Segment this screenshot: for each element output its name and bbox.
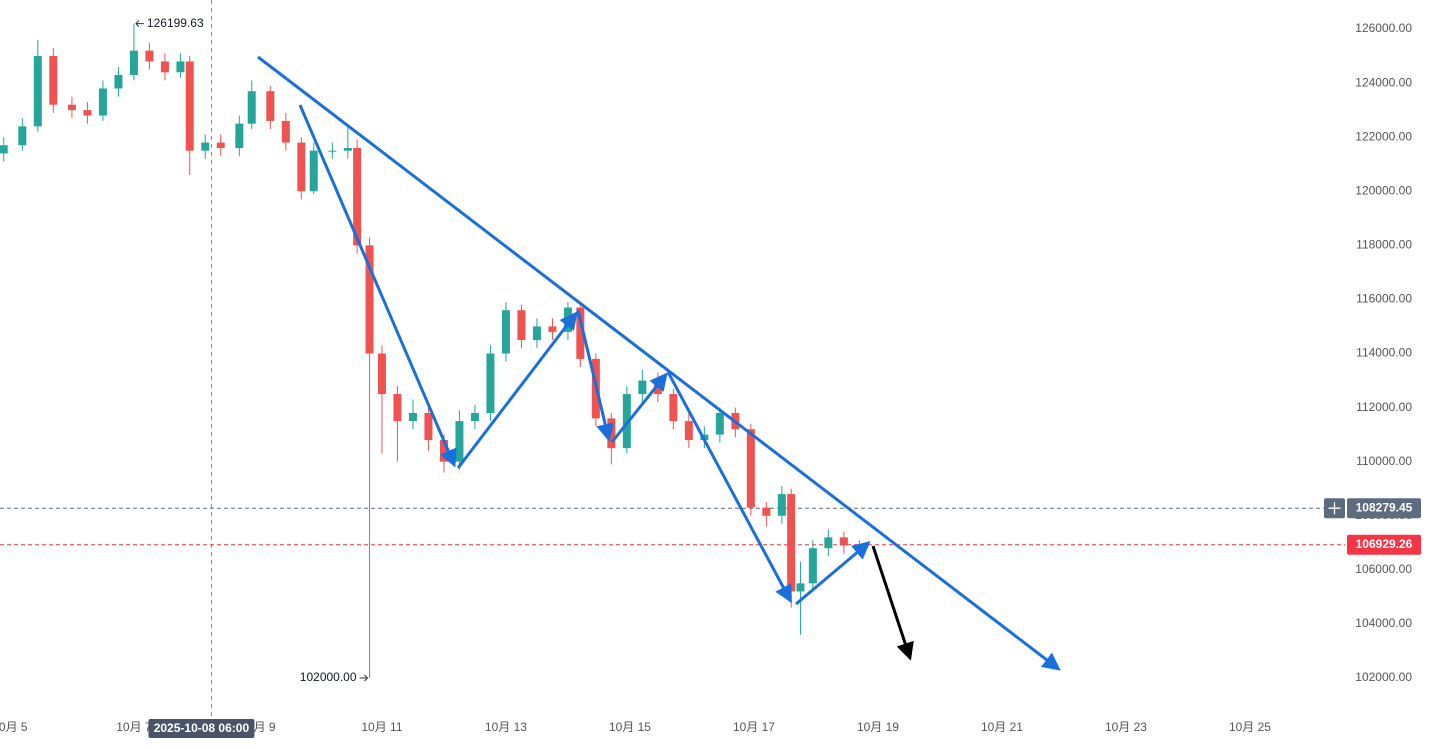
y-tick-label: 116000.00 xyxy=(1356,292,1412,306)
candle-body xyxy=(129,50,138,75)
price-label-bg xyxy=(1347,534,1421,555)
candle-body xyxy=(470,412,479,422)
candle-body xyxy=(235,123,244,148)
projection-arrow xyxy=(871,545,914,661)
y-tick-label: 102000.00 xyxy=(1355,670,1412,684)
x-tick-label: 10月 25 xyxy=(1229,720,1271,734)
candle-body xyxy=(762,507,771,516)
crosshair-label: 2025-10-08 06:00 xyxy=(154,721,250,735)
candle-body xyxy=(266,91,275,121)
candle-body xyxy=(160,61,169,73)
candle-body xyxy=(839,537,848,546)
y-tick-label: 122000.00 xyxy=(1355,129,1412,143)
candle-body xyxy=(517,310,526,340)
candle-body xyxy=(216,142,225,148)
price-label: 108279.45 xyxy=(1356,500,1413,514)
y-tick-label: 126000.00 xyxy=(1355,21,1412,35)
candle-body xyxy=(201,142,210,151)
trend-line xyxy=(257,55,1061,671)
x-tick-label: 10月 21 xyxy=(981,720,1023,734)
candle-body xyxy=(343,147,352,151)
candle-body xyxy=(328,150,337,152)
wave-arrow xyxy=(666,371,792,604)
candle-body xyxy=(145,50,154,62)
x-tick-label: 10月 23 xyxy=(1105,720,1147,734)
candle-body xyxy=(18,126,27,146)
candle-body xyxy=(424,412,433,441)
candle-body xyxy=(33,56,42,127)
price-label: 106929.26 xyxy=(1356,537,1413,551)
candle-body xyxy=(393,394,402,422)
price-label-bg xyxy=(1347,498,1421,519)
candle-body xyxy=(576,307,585,359)
x-tick-label: 10月 15 xyxy=(609,720,651,734)
candle-body xyxy=(486,353,495,413)
drawings xyxy=(257,55,1061,671)
candle-body xyxy=(777,494,786,516)
y-tick-label: 120000.00 xyxy=(1355,183,1412,197)
candle-body xyxy=(684,421,693,441)
candle-body xyxy=(532,326,541,340)
candle-body xyxy=(49,56,58,105)
annotation-arrow xyxy=(135,20,144,27)
candle-body xyxy=(0,145,8,154)
wave-arrow xyxy=(610,372,668,443)
wave-arrow xyxy=(456,311,578,469)
candle-body xyxy=(297,142,306,192)
candle-body xyxy=(408,412,417,422)
y-tick-label: 106000.00 xyxy=(1355,562,1412,576)
x-tick-label: 10月 11 xyxy=(361,720,402,734)
candle-body xyxy=(548,326,557,332)
y-tick-label: 112000.00 xyxy=(1356,400,1412,414)
wave-arrow xyxy=(576,309,614,442)
crosshair-label-bg xyxy=(148,719,255,738)
annotation-label: 102000.00 xyxy=(300,670,357,684)
y-tick-label: 114000.00 xyxy=(1356,346,1412,360)
y-tick-label: 110000.00 xyxy=(1356,454,1412,468)
candle-body xyxy=(824,537,833,549)
x-tick-label: 10月 13 xyxy=(485,720,527,734)
y-tick-label: 104000.00 xyxy=(1355,616,1412,630)
candle-body xyxy=(715,412,724,435)
x-tick-label: 10月 17 xyxy=(733,720,775,734)
candle-body xyxy=(365,245,374,354)
wave-arrow xyxy=(795,541,871,606)
candle-body xyxy=(309,150,318,192)
candle-body xyxy=(669,394,678,422)
candle-body xyxy=(808,548,817,584)
candle-body xyxy=(377,353,386,395)
candle-body xyxy=(796,583,805,592)
y-tick-label: 124000.00 xyxy=(1355,75,1412,89)
x-tick-label: 10月 19 xyxy=(857,720,899,734)
candle-body xyxy=(185,61,194,151)
annotation-label: 126199.63 xyxy=(147,16,204,30)
candle-body xyxy=(67,104,76,111)
candle-body xyxy=(114,74,123,89)
y-tick-label: 118000.00 xyxy=(1356,238,1412,252)
candle-body xyxy=(353,147,362,246)
x-tick-label: 10月 5 xyxy=(0,720,28,734)
candle-body xyxy=(281,120,290,143)
plus-icon xyxy=(1328,502,1341,515)
wave-arrow xyxy=(298,104,457,468)
x-tick-label: 10月 7 xyxy=(116,720,152,734)
candle-body xyxy=(247,91,256,124)
candle-body xyxy=(176,61,185,73)
candle-body xyxy=(638,380,647,395)
candle-body xyxy=(83,110,92,116)
candle-body xyxy=(855,544,864,546)
annotation-arrow xyxy=(359,674,369,682)
candle-body xyxy=(98,88,107,116)
candle-body xyxy=(501,310,510,354)
candle-body xyxy=(787,494,796,592)
candle-body xyxy=(455,421,464,462)
candle-body xyxy=(746,429,755,508)
